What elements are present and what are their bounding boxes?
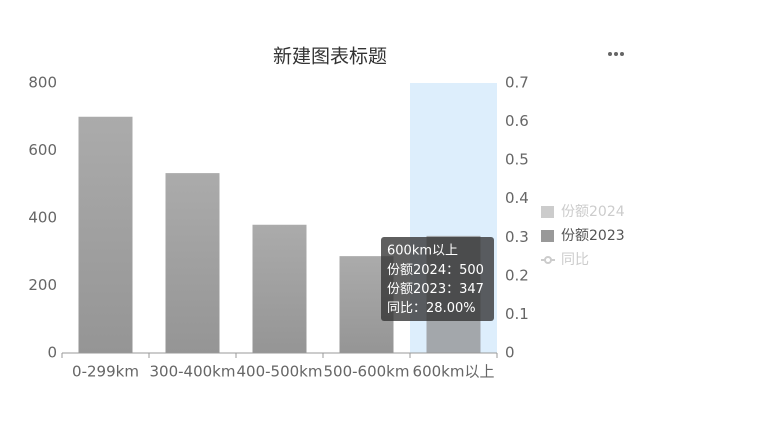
tooltip-box bbox=[381, 237, 494, 321]
y-tick-label: 800 bbox=[28, 74, 57, 92]
y2-tick-label: 0.2 bbox=[505, 266, 529, 284]
legend-item[interactable]: 份额2023 bbox=[541, 228, 625, 244]
legend-swatch bbox=[541, 206, 554, 218]
bar bbox=[165, 173, 220, 353]
y2-tick-label: 0.3 bbox=[505, 228, 529, 246]
tooltip-row: 份额2023：347 bbox=[387, 282, 484, 297]
legend-item[interactable]: 份额2024 bbox=[541, 204, 625, 220]
tooltip-title: 600km以上 bbox=[387, 244, 458, 259]
tooltip-separator: ： bbox=[446, 282, 459, 297]
tooltip-separator: ： bbox=[446, 263, 459, 278]
tooltip-value: 347 bbox=[459, 282, 484, 297]
y-tick-label: 600 bbox=[28, 141, 57, 159]
y2-tick-label: 0.6 bbox=[505, 112, 529, 130]
y2-tick-label: 0.4 bbox=[505, 189, 529, 207]
y2-tick-label: 0.7 bbox=[505, 74, 529, 92]
tooltip-name: 份额2023 bbox=[387, 282, 446, 297]
x-tick-label: 500-600km bbox=[324, 363, 410, 381]
y2-tick-label: 0.1 bbox=[505, 305, 529, 323]
tooltip-row: 份额2024：500 bbox=[387, 263, 484, 278]
x-tick-label: 600km以上 bbox=[413, 363, 495, 381]
bar bbox=[252, 224, 307, 353]
y2-tick-label: 0 bbox=[505, 344, 515, 362]
tooltip-row: 同比：28.00% bbox=[387, 301, 476, 316]
x-tick-label: 400-500km bbox=[237, 363, 323, 381]
x-tick-label: 0-299km bbox=[72, 363, 139, 381]
y-tick-label: 200 bbox=[28, 276, 57, 294]
bar bbox=[78, 116, 133, 353]
y2-tick-label: 0.5 bbox=[505, 151, 529, 169]
tooltip-value: 500 bbox=[459, 263, 484, 278]
legend-swatch bbox=[544, 256, 552, 264]
legend-swatch bbox=[541, 230, 554, 242]
chart-title: 新建图表标题 bbox=[273, 46, 387, 68]
tooltip-name: 同比 bbox=[387, 301, 413, 316]
legend-label: 份额2023 bbox=[561, 228, 625, 244]
tooltip-name: 份额2024 bbox=[387, 263, 446, 278]
more-menu[interactable] bbox=[608, 52, 624, 56]
legend-label: 份额2024 bbox=[561, 204, 625, 220]
tooltip-value: 28.00% bbox=[426, 301, 476, 316]
legend-label: 同比 bbox=[561, 252, 589, 268]
y-tick-label: 0 bbox=[47, 344, 57, 362]
y-tick-label: 400 bbox=[28, 209, 57, 227]
legend-item[interactable]: 同比 bbox=[541, 252, 589, 268]
x-tick-label: 300-400km bbox=[150, 363, 236, 381]
tooltip-separator: ： bbox=[413, 301, 426, 316]
